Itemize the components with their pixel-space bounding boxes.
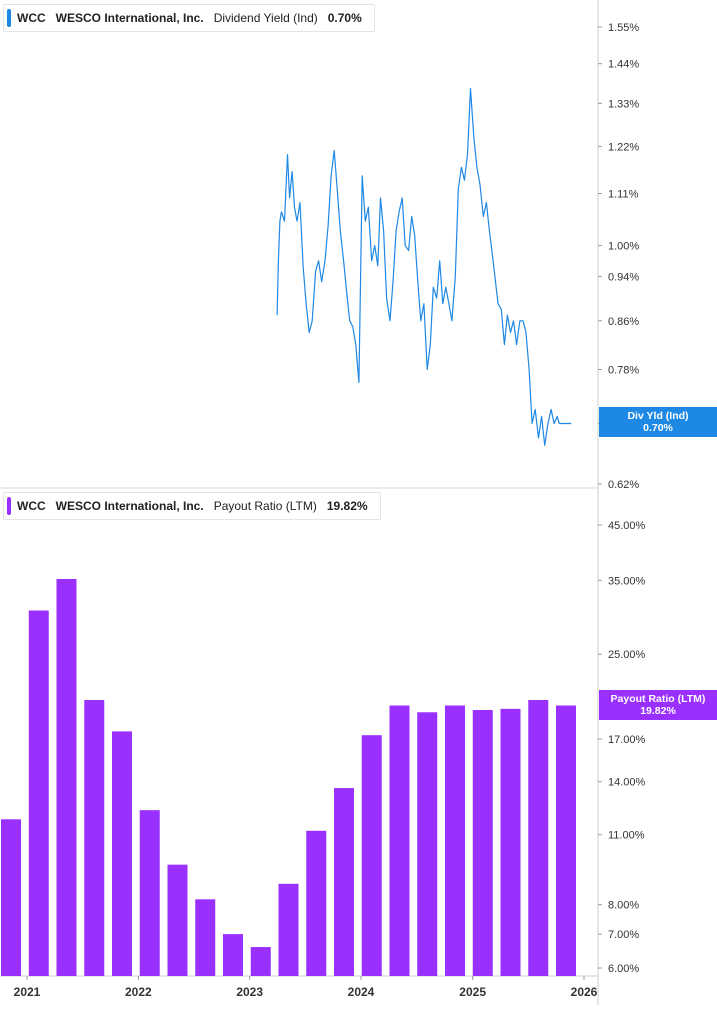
payout-bar (112, 731, 132, 976)
legend-company: WESCO International, Inc. (55, 11, 204, 25)
x-tick-label: 2024 (348, 985, 375, 999)
y-tick-label: 0.94% (608, 271, 639, 283)
value-tag-label: Div Yld (Ind) (627, 410, 689, 422)
payout-bar (445, 705, 465, 976)
value-tag-value: 0.70% (643, 422, 673, 434)
value-tag-payout-ratio: Payout Ratio (LTM) 19.82% (599, 690, 717, 720)
y-tick-label: 1.11% (608, 189, 639, 201)
y-tick-label: 1.55% (608, 22, 639, 34)
y-tick-label: 25.00% (608, 649, 646, 661)
x-tick-label: 2023 (236, 985, 263, 999)
payout-bar (167, 864, 188, 976)
payout-bar (528, 700, 549, 976)
legend-ticker: WCC (17, 499, 46, 513)
y-tick-label: 11.00% (608, 830, 645, 842)
value-tag-label: Payout Ratio (LTM) (610, 693, 706, 705)
x-tick-label: 2022 (125, 985, 152, 999)
legend-value: 0.70% (327, 11, 362, 25)
payout-bar (389, 705, 410, 976)
y-tick-label: 1.00% (608, 241, 639, 253)
payout-bar (223, 934, 243, 976)
payout-bar (334, 788, 354, 976)
y-tick-label: 7.00% (608, 929, 639, 941)
dividend-yield-line (276, 88, 572, 446)
y-tick-label: 45.00% (608, 520, 646, 532)
legend-company: WESCO International, Inc. (55, 499, 204, 513)
y-tick-label: 0.78% (608, 364, 639, 376)
payout-bar (28, 610, 49, 976)
y-tick-label: 14.00% (608, 777, 646, 789)
legend-swatch-purple (7, 497, 11, 515)
legend-metric: Payout Ratio (LTM) (213, 499, 317, 513)
payout-bar (250, 947, 271, 976)
payout-bar (278, 883, 299, 976)
y-tick-label: 0.86% (608, 316, 639, 328)
y-tick-label: 6.00% (608, 963, 639, 975)
x-tick-label: 2025 (459, 985, 486, 999)
legend-value: 19.82% (326, 499, 368, 513)
x-tick-label: 2026 (571, 985, 598, 999)
y-tick-label: 17.00% (608, 734, 646, 746)
payout-bar (84, 700, 105, 976)
payout-bar (139, 810, 160, 976)
payout-bar (500, 708, 521, 976)
payout-bar (417, 712, 438, 976)
y-tick-label: 1.33% (608, 98, 639, 110)
payout-bar (306, 830, 327, 976)
payout-bar (56, 579, 77, 976)
y-tick-label: 8.00% (608, 900, 639, 912)
payout-bar (195, 899, 216, 976)
payout-bar (472, 709, 493, 976)
y-tick-label: 0.62% (608, 479, 639, 491)
payout-bar (556, 705, 576, 976)
legend-swatch-blue (7, 9, 11, 27)
legend-dividend-yield: WCC WESCO International, Inc. Dividend Y… (3, 4, 375, 32)
x-tick-label: 2021 (14, 985, 41, 999)
y-tick-label: 1.22% (608, 141, 639, 153)
payout-bar (1, 819, 21, 976)
legend-metric: Dividend Yield (Ind) (213, 11, 318, 25)
payout-bar (361, 735, 382, 976)
value-tag-dividend-yield: Div Yld (Ind) 0.70% (599, 407, 717, 437)
y-tick-label: 35.00% (608, 575, 646, 587)
y-tick-label: 1.44% (608, 59, 639, 71)
legend-ticker: WCC (17, 11, 46, 25)
value-tag-value: 19.82% (640, 705, 676, 717)
legend-payout-ratio: WCC WESCO International, Inc. Payout Rat… (3, 492, 381, 520)
